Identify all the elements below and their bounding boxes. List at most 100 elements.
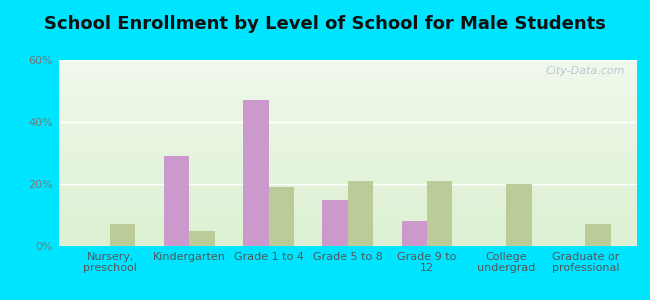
Bar [58,146,637,147]
Bar [58,173,637,175]
Bar [58,170,637,172]
Bar [58,211,637,212]
Bar [58,162,637,164]
Bar [58,136,637,138]
Bar [506,184,532,246]
Bar [58,80,637,82]
Bar [58,134,637,136]
Bar [58,235,637,237]
Bar [58,155,637,157]
Bar [348,181,373,246]
Bar [58,229,637,231]
Bar [58,84,637,86]
Bar [58,224,637,226]
Bar [58,64,637,66]
Bar [58,131,637,133]
Bar [58,198,637,200]
Bar [58,123,637,125]
Bar [58,181,637,183]
Bar [58,118,637,119]
Bar [322,200,348,246]
Bar [58,103,637,105]
Bar [58,188,637,190]
Bar [427,181,452,246]
Bar [402,221,427,246]
Bar [58,133,637,134]
Bar [58,129,637,131]
Bar [58,157,637,159]
Bar [58,200,637,201]
Bar [58,164,637,166]
Bar [58,207,637,209]
Bar [58,125,637,127]
Bar [58,60,637,62]
Bar [58,212,637,214]
Bar [58,88,637,90]
Bar [58,106,637,108]
Bar [58,179,637,181]
Bar [58,214,637,216]
Bar [58,231,637,233]
Bar [58,140,637,142]
Bar [58,73,637,75]
Bar [58,75,637,77]
Bar [58,119,637,122]
Bar [58,142,637,144]
Bar [58,149,637,151]
Bar [58,183,637,184]
Bar [58,101,637,103]
Bar [58,201,637,203]
Bar [58,153,637,155]
Bar [189,230,214,246]
Bar [58,194,637,196]
Bar [58,138,637,140]
Bar [58,77,637,79]
Bar [58,242,637,244]
Bar [58,79,637,80]
Bar [58,144,637,146]
Bar [58,86,637,88]
Bar [58,222,637,224]
Bar [58,82,637,84]
Bar [58,209,637,211]
Bar [58,108,637,110]
Bar [58,190,637,192]
Bar [58,90,637,92]
Bar [58,127,637,129]
Bar [164,156,189,246]
Bar [58,99,637,101]
Bar [58,187,637,188]
Bar [110,224,135,246]
Bar [58,168,637,170]
Bar [58,196,637,198]
Bar [58,218,637,220]
Bar [58,205,637,207]
Bar [58,110,637,112]
Bar [586,224,611,246]
Bar [58,147,637,149]
Text: School Enrollment by Level of School for Male Students: School Enrollment by Level of School for… [44,15,606,33]
Bar [58,69,637,71]
Bar [58,203,637,205]
Bar [58,97,637,99]
Bar [58,95,637,97]
Bar [58,216,637,218]
Bar [58,220,637,222]
Bar [58,160,637,162]
Bar [58,92,637,94]
Text: City-Data.com: City-Data.com [546,66,625,76]
Bar [58,240,637,242]
Bar [58,105,637,106]
Bar [58,226,637,227]
Bar [58,112,637,114]
Bar [58,71,637,73]
Bar [243,100,268,246]
Bar [58,192,637,194]
Bar [58,66,637,68]
Bar [58,227,637,229]
Bar [58,62,637,64]
Bar [58,184,637,187]
Bar [58,244,637,246]
Bar [58,175,637,177]
Bar [58,237,637,239]
